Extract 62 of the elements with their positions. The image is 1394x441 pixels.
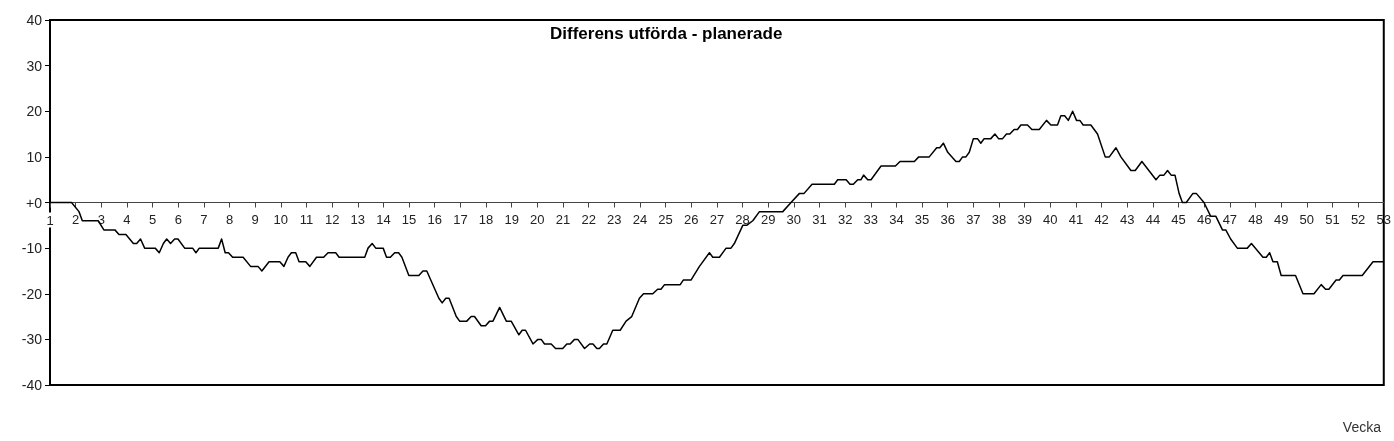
x-tick-label: 22 bbox=[581, 211, 596, 227]
x-tick-label: 4 bbox=[123, 211, 131, 227]
x-tick-label: 35 bbox=[914, 211, 930, 227]
x-tick-label: 50 bbox=[1299, 211, 1315, 227]
x-tick-label: 23 bbox=[607, 211, 622, 227]
x-tick-label: 14 bbox=[376, 211, 391, 227]
x-tick-label: 27 bbox=[709, 211, 725, 227]
y-tick-label: -30 bbox=[21, 331, 43, 348]
x-tick-label: 29 bbox=[760, 211, 776, 227]
x-tick-label: 48 bbox=[1248, 211, 1263, 227]
y-tick-label: 20 bbox=[26, 103, 43, 120]
x-tick-label: 34 bbox=[889, 211, 904, 227]
x-tick-label: 40 bbox=[1043, 211, 1058, 227]
y-tick-label: -40 bbox=[21, 377, 43, 393]
x-tick-label: 10 bbox=[273, 211, 289, 227]
x-tick-label: 2 bbox=[72, 211, 80, 227]
x-tick-label: 43 bbox=[1120, 211, 1135, 227]
y-tick-label: +0 bbox=[26, 194, 43, 211]
x-tick-label: 1 bbox=[46, 212, 54, 228]
x-tick-label: 21 bbox=[555, 211, 571, 227]
y-tick-label: 30 bbox=[26, 57, 43, 74]
x-tick-label: 45 bbox=[1171, 211, 1186, 227]
x-tick-label: 20 bbox=[530, 211, 545, 227]
x-tick-label: 17 bbox=[453, 211, 468, 227]
x-tick-label: 51 bbox=[1325, 211, 1340, 227]
y-tick-label: -20 bbox=[21, 285, 43, 302]
y-tick-label: -10 bbox=[21, 240, 43, 257]
x-tick-label: 6 bbox=[174, 211, 182, 227]
x-tick-label: 15 bbox=[401, 211, 417, 227]
x-tick-label: 42 bbox=[1094, 211, 1109, 227]
x-tick-label: 44 bbox=[1145, 211, 1161, 227]
x-tick-label: 13 bbox=[350, 211, 366, 227]
x-tick-label: 46 bbox=[1196, 211, 1212, 227]
x-tick-label: 36 bbox=[940, 211, 955, 227]
x-tick-label: 32 bbox=[837, 211, 853, 227]
x-tick-label: 16 bbox=[427, 211, 442, 227]
x-tick-label: 25 bbox=[658, 211, 673, 227]
x-axis-title: Vecka bbox=[1342, 419, 1382, 435]
x-tick-label: 26 bbox=[684, 211, 699, 227]
x-tick-label: 39 bbox=[1017, 211, 1032, 227]
x-tick-label: 31 bbox=[812, 211, 827, 227]
x-tick-label: 18 bbox=[478, 211, 494, 227]
x-tick-label: 33 bbox=[863, 211, 879, 227]
x-tick-label: 9 bbox=[251, 211, 259, 227]
x-tick-label: 52 bbox=[1350, 211, 1366, 227]
x-tick-label: 12 bbox=[324, 211, 340, 227]
x-tick-label: 7 bbox=[200, 211, 208, 227]
x-tick-label: 41 bbox=[1068, 211, 1084, 227]
y-tick-label: 10 bbox=[26, 148, 43, 165]
x-tick-label: 37 bbox=[966, 211, 981, 227]
y-tick-label: 40 bbox=[26, 12, 43, 28]
x-tick-label: 19 bbox=[504, 211, 519, 227]
x-tick-label: 28 bbox=[735, 211, 750, 227]
x-tick-label: 47 bbox=[1222, 211, 1238, 227]
x-tick-label: 49 bbox=[1273, 211, 1289, 227]
x-tick-label: 24 bbox=[632, 211, 648, 227]
x-tick-label: 5 bbox=[148, 211, 157, 227]
chart-title: Differens utförda - planerade bbox=[550, 24, 783, 43]
x-tick-label: 30 bbox=[786, 211, 802, 227]
x-tick-label: 38 bbox=[991, 211, 1007, 227]
x-tick-label: 8 bbox=[225, 211, 234, 227]
x-tick-label: 11 bbox=[299, 211, 314, 227]
